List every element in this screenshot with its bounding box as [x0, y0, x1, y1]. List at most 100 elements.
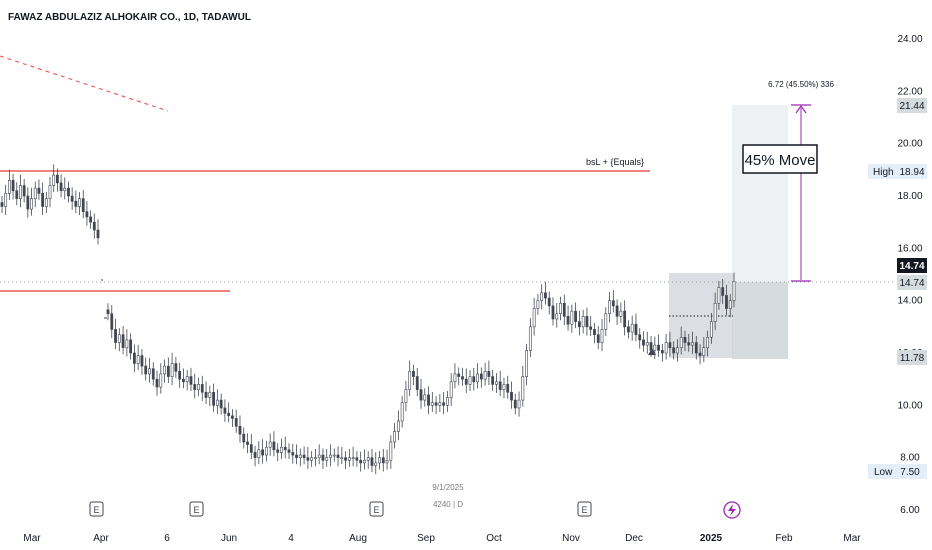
candle-body [513, 399, 517, 409]
time-axis[interactable]: Mar Apr 6 Jun 4 Aug Sep Oct Nov Dec 2025 Feb Mar [23, 533, 861, 544]
candle-body [182, 378, 185, 383]
candle-body [559, 302, 562, 315]
candle-body [487, 371, 491, 377]
candle-body [389, 441, 393, 461]
candle-body [200, 384, 204, 393]
candle-body [570, 310, 574, 325]
candle-body [528, 326, 532, 351]
candle-body [627, 326, 630, 333]
earnings-marker[interactable]: E [369, 501, 384, 517]
candle-body [253, 452, 257, 458]
measure-label: 6.72 (45.50%) 336 [768, 80, 834, 89]
candle-body [317, 454, 321, 458]
candle-body [589, 326, 593, 330]
candle-body [81, 198, 85, 213]
candle-body [0, 202, 4, 207]
candle-body [52, 174, 56, 186]
candle-body [611, 300, 615, 307]
candle-body [517, 399, 521, 409]
candle-body [593, 329, 596, 335]
candle-body [325, 457, 329, 461]
candle-body [85, 211, 89, 218]
candle-body [287, 449, 291, 453]
lightning-event-icon[interactable] [723, 501, 741, 519]
measure-arrow-head [795, 104, 807, 114]
candle-body [713, 302, 717, 322]
dashed-trend-line [0, 55, 169, 112]
candle-body [419, 389, 423, 401]
candle-body [709, 321, 713, 338]
candle-body [197, 384, 200, 390]
candle-body [125, 339, 129, 349]
svg-text:E: E [581, 505, 587, 515]
candle-body [208, 391, 212, 398]
candle-body [668, 342, 672, 349]
candle-body [41, 193, 45, 207]
candle-body [721, 287, 725, 296]
candle-body [555, 313, 559, 320]
candle-body [151, 368, 155, 380]
candle-body [374, 462, 378, 466]
x-tick-label: Apr [93, 533, 109, 544]
candle-body [619, 310, 623, 317]
candle-body [204, 391, 208, 398]
candle-body [148, 368, 151, 375]
candle-body [223, 407, 227, 414]
candle-body [566, 316, 570, 325]
candle-body [70, 195, 74, 202]
candle-body [457, 373, 461, 377]
candle-body [30, 198, 33, 210]
candle-body [336, 454, 340, 458]
candle-body [728, 300, 732, 309]
earnings-marker[interactable]: E [189, 501, 204, 517]
candle-body [132, 352, 136, 364]
signal-arrow-icon [648, 348, 656, 355]
candle-body [74, 200, 78, 207]
candle-body [664, 342, 668, 354]
candle-body [438, 402, 442, 406]
chart-title: FAWAZ ABDULAZIZ ALHOKAIR CO., 1D, TADAWU… [8, 12, 251, 23]
earnings-marker[interactable]: E [89, 501, 104, 517]
candle-body [453, 373, 457, 383]
candle-body [498, 381, 502, 390]
low-tag-label: Low [874, 467, 893, 478]
candle-body [193, 384, 197, 390]
earnings-marker[interactable]: E [577, 501, 592, 517]
candle-body [276, 449, 280, 453]
candle-body [63, 187, 67, 192]
candle-body [272, 441, 276, 451]
candle-body [347, 457, 351, 461]
candle-body [44, 198, 48, 207]
svg-text:E: E [373, 505, 379, 515]
entry-price-tag [897, 275, 927, 290]
target-price-tag [897, 98, 927, 113]
y-tick-label: 22.00 [897, 86, 922, 97]
candle-body [393, 431, 397, 443]
candle-body [340, 457, 344, 459]
candle-body [732, 281, 736, 301]
x-tick-label: Nov [562, 533, 580, 544]
target-price-label: 21.44 [899, 101, 924, 112]
candle-body [159, 373, 163, 388]
candle-body [321, 454, 325, 461]
candle-body [37, 187, 41, 194]
y-tick-label: 14.00 [897, 296, 922, 307]
candle-body [291, 452, 295, 456]
candle-body [442, 402, 446, 406]
svg-text:E: E [193, 505, 199, 515]
move-callout-text: 45% Move [745, 152, 816, 169]
candle-body [166, 365, 170, 377]
cursor-date: 9/1/2025 [432, 483, 464, 492]
candle-body [430, 402, 434, 406]
candle-body [55, 174, 59, 184]
candle-body [385, 459, 389, 464]
candle-body [117, 334, 121, 343]
x-tick-label: Sep [417, 533, 435, 544]
candle-body [596, 334, 600, 343]
candle-body [634, 323, 638, 335]
candle-body [479, 373, 483, 380]
candle-body [472, 376, 476, 383]
candle-body [547, 297, 551, 307]
candle-body [178, 371, 182, 380]
